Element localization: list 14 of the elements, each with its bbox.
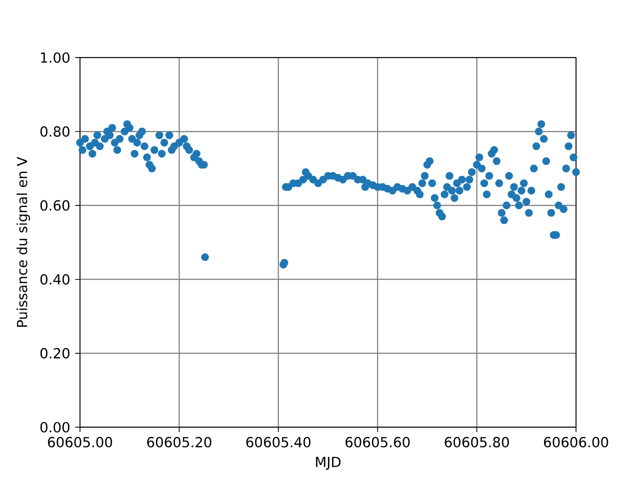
y-tick-label: 0.80 xyxy=(40,126,70,137)
x-tick-label: 60605.80 xyxy=(444,436,509,448)
y-tick-label: 0.20 xyxy=(40,348,70,359)
y-tick-label: 0.60 xyxy=(40,200,70,211)
y-tick-label: 0.40 xyxy=(40,274,70,285)
x-axis-title: MJD xyxy=(316,456,341,470)
x-tick-label: 60605.60 xyxy=(346,436,410,448)
y-tick-label: 0.00 xyxy=(40,422,70,432)
x-tick-label: 60605.40 xyxy=(246,436,310,448)
y-tick-label: 1.00 xyxy=(41,52,70,63)
x-tick-label: 60606.00 xyxy=(544,436,608,448)
x-tick-label: 60605.20 xyxy=(147,436,212,448)
x-tick-label: 60605.00 xyxy=(48,436,112,448)
y-axis-title: Puissance du signal en V xyxy=(16,156,30,327)
